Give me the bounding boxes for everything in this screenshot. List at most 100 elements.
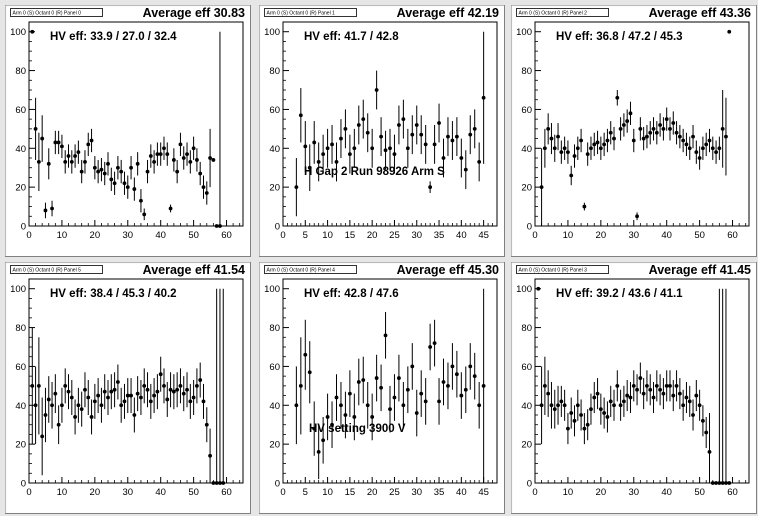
y-tick-label: 20: [521, 183, 532, 194]
data-point: [76, 150, 81, 155]
data-point: [618, 403, 623, 408]
x-tick-label: 40: [155, 230, 166, 241]
data-point: [658, 387, 663, 392]
y-tick-label: 0: [275, 479, 280, 490]
data-point: [628, 111, 633, 116]
data-point: [392, 395, 397, 400]
data-point: [602, 411, 607, 415]
data-point: [405, 387, 410, 392]
data-point: [707, 450, 712, 454]
data-point: [704, 430, 709, 435]
x-tick-label: 5: [303, 487, 308, 498]
data-point: [155, 152, 160, 157]
data-point: [365, 403, 370, 408]
data-point: [454, 372, 459, 377]
data-point: [356, 380, 361, 384]
data-point: [43, 208, 48, 213]
data-point: [221, 481, 226, 485]
data-point: [566, 150, 570, 155]
x-tick-label: 60: [221, 230, 232, 241]
chart-title: Arm 0 (S) Octant 0 (R) Panel 3: [519, 268, 588, 274]
data-point: [694, 150, 699, 155]
data-point: [312, 426, 317, 431]
data-point: [46, 161, 51, 166]
average-eff-label: Average eff 41.54: [143, 263, 245, 277]
data-point: [33, 126, 38, 131]
data-point: [307, 370, 312, 375]
data-point: [615, 383, 620, 388]
x-tick-label: 0: [532, 230, 537, 241]
data-point: [46, 397, 51, 402]
data-point: [129, 165, 133, 170]
data-point: [459, 156, 464, 160]
data-point: [414, 411, 419, 415]
data-point: [463, 167, 468, 172]
x-tick-label: 20: [367, 487, 378, 498]
data-point: [717, 481, 722, 485]
data-point: [89, 138, 94, 143]
data-point: [714, 150, 718, 155]
data-point: [129, 393, 133, 398]
data-point: [343, 126, 348, 131]
y-tick-label: 0: [21, 479, 26, 490]
data-point: [30, 383, 35, 388]
hv-label-background: [45, 29, 195, 44]
data-point: [188, 399, 193, 404]
data-point: [106, 395, 110, 400]
chart-title: Arm 0 (S) Octant 0 (R) Panel 0: [13, 11, 82, 17]
data-point: [69, 395, 74, 400]
data-point: [298, 383, 303, 388]
y-tick-label: 80: [269, 323, 280, 334]
data-point: [125, 393, 130, 398]
data-point: [654, 130, 659, 135]
data-point: [343, 413, 348, 417]
data-point: [401, 403, 406, 408]
data-point: [115, 380, 120, 384]
data-point: [56, 140, 61, 145]
data-point: [648, 130, 653, 135]
data-point: [92, 399, 97, 404]
data-point: [549, 136, 554, 141]
data-point: [419, 391, 424, 396]
y-tick-label: 0: [527, 222, 532, 233]
data-point: [608, 130, 613, 135]
data-point: [148, 399, 153, 404]
x-tick-label: 50: [188, 487, 199, 498]
plot-frame: [534, 21, 750, 227]
x-tick-label: 10: [563, 230, 574, 241]
data-point: [608, 399, 613, 404]
data-point: [325, 146, 330, 151]
panel-bevel: [511, 262, 756, 513]
data-point: [356, 123, 361, 127]
data-point: [612, 136, 616, 141]
y-tick-label: 60: [15, 362, 26, 373]
data-point: [102, 389, 107, 394]
data-point: [321, 438, 326, 443]
data-point: [569, 411, 574, 415]
x-tick-label: 30: [122, 230, 133, 241]
data-point: [635, 387, 639, 392]
data-point: [615, 95, 620, 100]
data-point: [178, 142, 183, 147]
y-tick-label: 60: [269, 362, 280, 373]
title-box: [516, 8, 609, 17]
data-point: [175, 169, 180, 174]
chart-panel: Arm 0 (S) Octant 0 (R) Panel 4 Average ef…: [259, 262, 505, 514]
x-tick-label: 20: [90, 487, 101, 498]
data-point: [208, 453, 212, 458]
data-point: [598, 407, 603, 412]
x-tick-label: 10: [563, 487, 574, 498]
data-point: [145, 387, 150, 392]
data-point: [671, 393, 676, 398]
data-point: [575, 403, 580, 408]
x-tick-label: 45: [478, 230, 489, 241]
x-tick-label: 60: [221, 487, 232, 498]
data-point: [651, 395, 656, 400]
y-tick-label: 100: [264, 284, 280, 295]
data-point: [392, 152, 397, 157]
data-point: [73, 154, 77, 158]
data-point: [645, 383, 649, 388]
data-point: [428, 185, 433, 190]
title-box: [264, 8, 357, 17]
data-point: [132, 187, 137, 191]
